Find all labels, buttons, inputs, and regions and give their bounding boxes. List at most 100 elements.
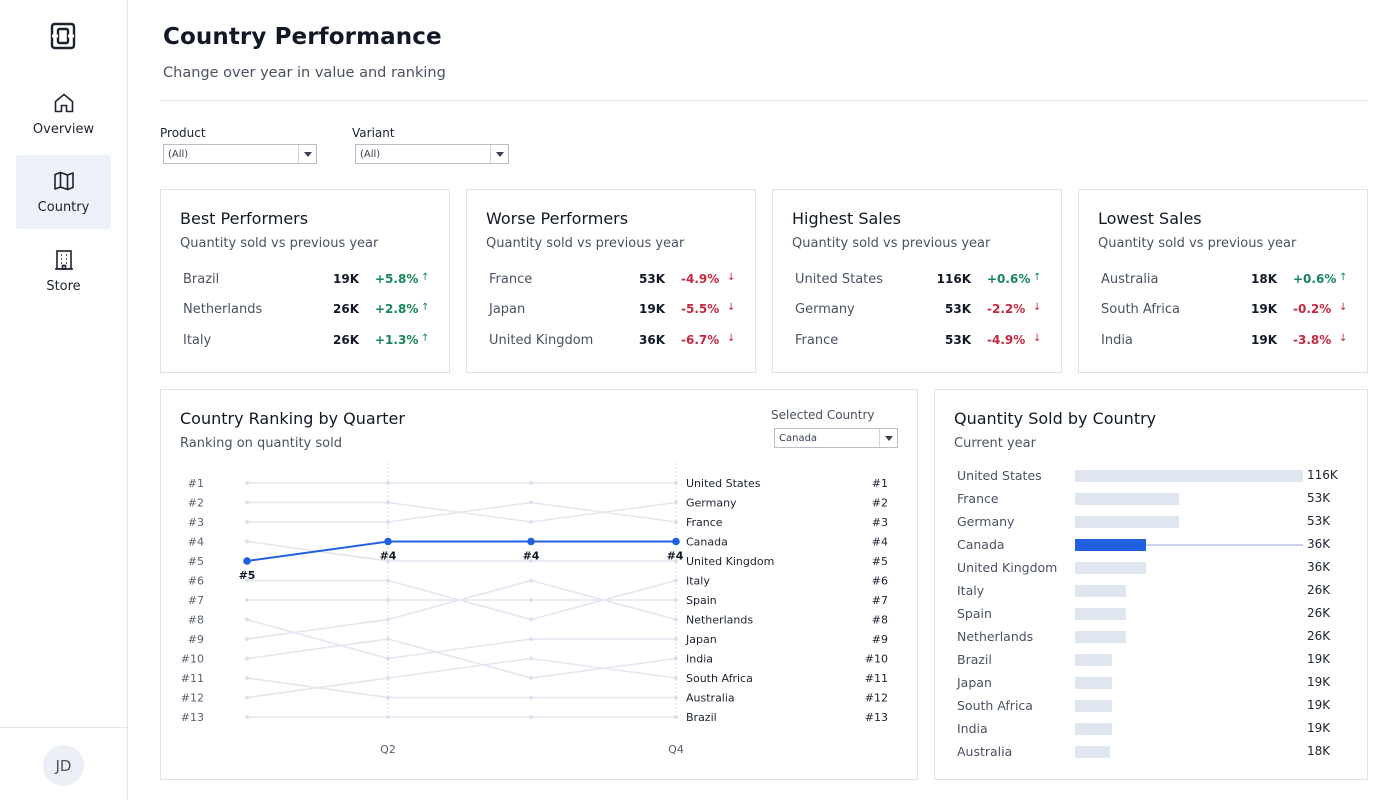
series-point — [674, 715, 678, 719]
app-logo-icon[interactable] — [50, 22, 76, 50]
sidebar: Overview Country Store JD — [0, 0, 128, 800]
kpi-row[interactable]: India 19K -3.8% ↓ — [1101, 333, 1351, 353]
rank-end-label: #1 — [872, 477, 888, 490]
bar-country-label: United States — [957, 468, 1042, 483]
bar[interactable] — [1075, 723, 1112, 735]
bar[interactable] — [1075, 516, 1179, 528]
y-tick-label: #7 — [188, 594, 204, 607]
product-select[interactable]: (All) — [163, 144, 317, 164]
kpi-country: United Kingdom — [489, 333, 594, 348]
series-end-label: United Kingdom — [686, 555, 774, 568]
chevron-down-icon[interactable] — [298, 145, 316, 163]
highlight-point-label: #4 — [667, 550, 684, 563]
variant-select[interactable]: (All) — [355, 144, 509, 164]
bar[interactable] — [1075, 746, 1110, 758]
selected-country-value: Canada — [779, 432, 818, 444]
rank-end-label: #11 — [865, 672, 888, 685]
kpi-row[interactable]: Germany 53K -2.2% ↓ — [795, 302, 1045, 322]
kpi-row[interactable]: Brazil 19K +5.8% ↑ — [183, 272, 433, 292]
kpi-row[interactable]: United Kingdom 36K -6.7% ↓ — [489, 333, 739, 353]
bar[interactable] — [1075, 631, 1126, 643]
kpi-change: -3.8% — [1293, 333, 1332, 347]
arrow-down-icon: ↓ — [727, 272, 736, 283]
bar-row[interactable]: Germany 53K — [957, 514, 1347, 532]
bar-row[interactable]: Spain 26K — [957, 606, 1347, 624]
series-point — [245, 617, 249, 622]
bar-track — [1075, 654, 1305, 666]
chevron-down-icon[interactable] — [490, 145, 508, 163]
series-point — [386, 715, 390, 719]
ranking-card: #1 #2 #3 #4 #5 #6 #7 #8 #9 #10 #11 #12 #13 #5 #4 #4 #4 Un… — [160, 389, 918, 780]
bar-row[interactable]: Netherlands 26K — [957, 629, 1347, 647]
highlight-point-label: #4 — [523, 550, 540, 563]
kpi-country: Brazil — [183, 272, 220, 287]
bar[interactable] — [1075, 470, 1303, 482]
bar-row[interactable]: Japan 19K — [957, 675, 1347, 693]
bar-track — [1075, 585, 1305, 597]
sidebar-footer: JD — [0, 727, 127, 800]
bar-track — [1075, 562, 1305, 574]
bar[interactable] — [1075, 493, 1179, 505]
bar-track — [1075, 700, 1305, 712]
y-tick-label: #9 — [188, 633, 204, 646]
series-point — [529, 598, 533, 602]
bar-row[interactable]: France 53K — [957, 491, 1347, 509]
y-tick-label: #10 — [181, 653, 204, 666]
arrow-down-icon: ↓ — [1339, 333, 1348, 344]
selected-country-select[interactable]: Canada — [774, 428, 898, 448]
bar-row[interactable]: Italy 26K — [957, 583, 1347, 601]
kpi-row[interactable]: South Africa 19K -0.2% ↓ — [1101, 302, 1351, 322]
bar[interactable] — [1075, 677, 1112, 689]
bar-row[interactable]: Australia 18K — [957, 744, 1347, 762]
bar[interactable] — [1075, 585, 1126, 597]
bar-track — [1075, 723, 1305, 735]
x-tick-label: Q2 — [380, 743, 396, 756]
user-avatar[interactable]: JD — [43, 745, 84, 786]
kpi-change: +5.8% — [375, 272, 419, 286]
bar-country-label: Japan — [957, 675, 992, 690]
bar[interactable] — [1075, 562, 1146, 574]
kpi-row[interactable]: Netherlands 26K +2.8% ↑ — [183, 302, 433, 322]
kpi-row[interactable]: Japan 19K -5.5% ↓ — [489, 302, 739, 322]
series-point — [245, 715, 249, 719]
kpi-country: South Africa — [1101, 302, 1180, 317]
kpi-change: -4.9% — [987, 333, 1026, 347]
bar-row[interactable]: Canada 36K — [957, 537, 1347, 555]
series-point — [529, 500, 533, 505]
series-point — [529, 559, 533, 563]
kpi-card-subtitle: Quantity sold vs previous year — [486, 236, 685, 251]
series-end-label: Canada — [686, 536, 728, 549]
bar[interactable] — [1075, 654, 1112, 666]
kpi-row[interactable]: France 53K -4.9% ↓ — [489, 272, 739, 292]
series-line — [247, 501, 677, 523]
kpi-card-title: Best Performers — [180, 209, 309, 228]
series-point — [245, 481, 249, 485]
bar-row[interactable]: South Africa 19K — [957, 698, 1347, 716]
selected-country-label: Selected Country — [771, 408, 875, 422]
series-end-label: Australia — [686, 692, 735, 705]
kpi-row[interactable]: France 53K -4.9% ↓ — [795, 333, 1045, 353]
kpi-row[interactable]: Australia 18K +0.6% ↑ — [1101, 272, 1351, 292]
bar[interactable] — [1075, 539, 1146, 551]
bar[interactable] — [1075, 700, 1112, 712]
bar-row[interactable]: Brazil 19K — [957, 652, 1347, 670]
nav-item-store[interactable]: Store — [16, 234, 111, 308]
kpi-change: +0.6% — [987, 272, 1031, 286]
nav-item-country[interactable]: Country — [16, 155, 111, 229]
bar-country-label: France — [957, 491, 999, 506]
chevron-down-icon[interactable] — [879, 429, 897, 447]
bar-row[interactable]: United States 116K — [957, 468, 1347, 486]
bar-row[interactable]: India 19K — [957, 721, 1347, 739]
bar-value-label: 53K — [1307, 491, 1331, 505]
rank-end-label: #2 — [872, 497, 888, 510]
bar-track — [1075, 677, 1305, 689]
kpi-row[interactable]: United States 116K +0.6% ↑ — [795, 272, 1045, 292]
bar-country-label: South Africa — [957, 698, 1033, 713]
bar-row[interactable]: United Kingdom 36K — [957, 560, 1347, 578]
quantity-card: Quantity Sold by Country Current year Un… — [934, 389, 1368, 780]
series-end-label: Germany — [686, 497, 737, 510]
bar-country-label: Spain — [957, 606, 992, 621]
kpi-row[interactable]: Italy 26K +1.3% ↑ — [183, 333, 433, 353]
nav-item-overview[interactable]: Overview — [16, 77, 111, 151]
bar[interactable] — [1075, 608, 1126, 620]
